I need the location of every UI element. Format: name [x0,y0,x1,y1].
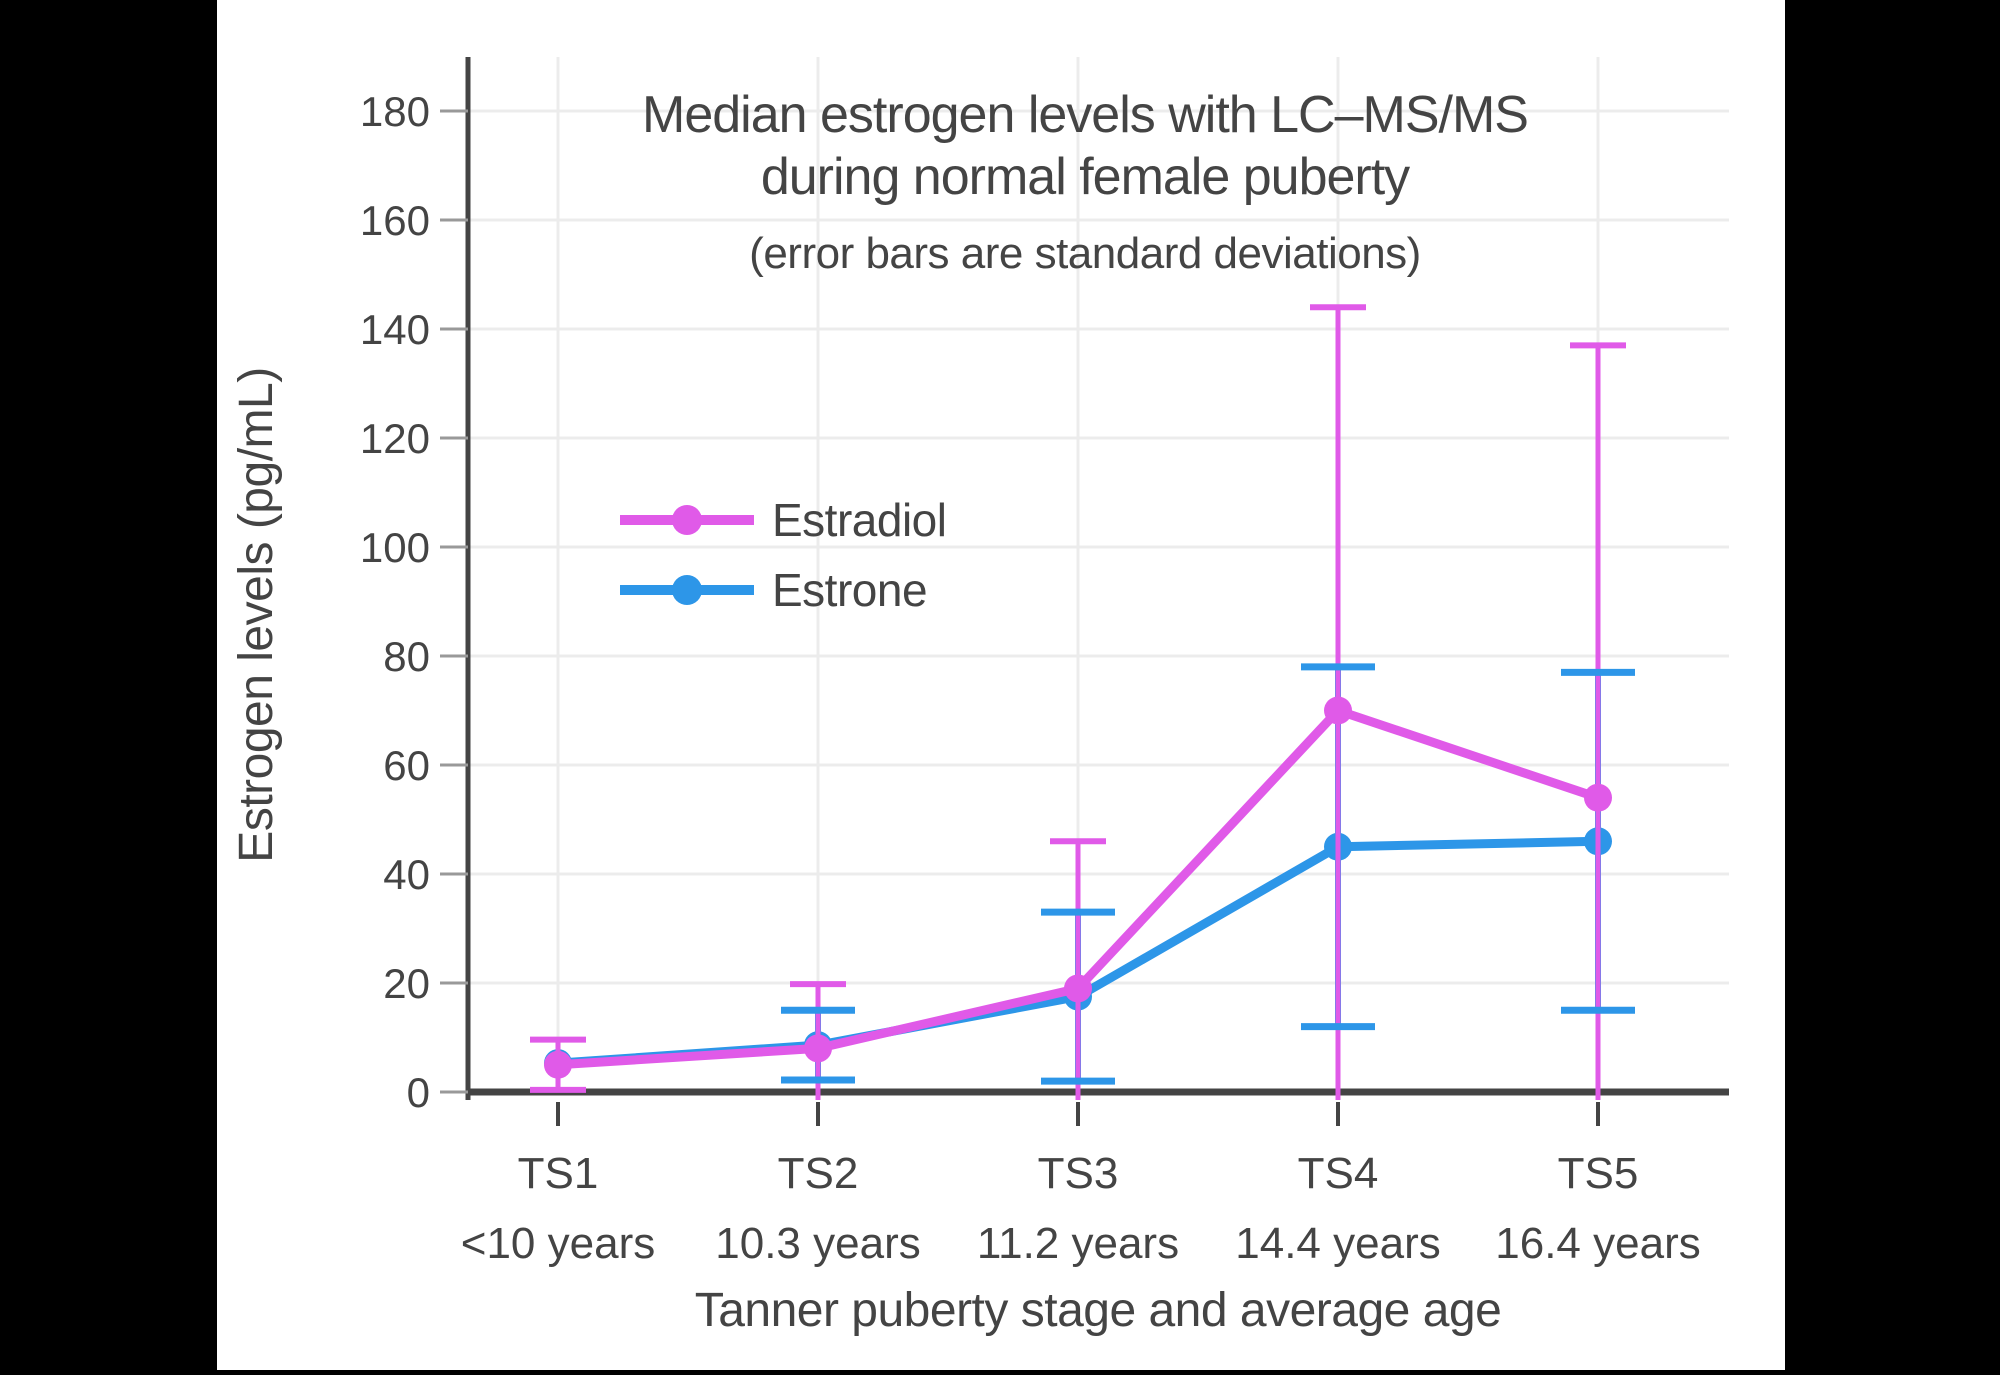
x-age-label-TS5: 16.4 years [1495,1219,1700,1268]
axes-layer: 0 20 40 60 80 100 120 140 160 180 TS1 <10 years TS2 1… [360,57,1729,1268]
chart-panel-background [217,0,1785,1370]
estradiol-marker-TS3 [1064,974,1092,1003]
estradiol-marker-TS1 [544,1050,572,1079]
y-tick-label-60: 60 [383,742,430,789]
chart-subtitle: (error bars are standard deviations) [749,229,1421,278]
x-tick-label-TS3: TS3 [1038,1149,1119,1198]
legend-marker-estrone [672,575,702,605]
legend-label-estrone: Estrone [772,564,927,616]
legend-item-estradiol: Estradiol [620,494,947,546]
x-age-label-TS3: 11.2 years [977,1219,1179,1268]
series-layer [530,304,1635,1100]
y-tick-label-0: 0 [407,1069,430,1116]
y-tick-label-120: 120 [360,415,430,462]
y-tick-label-40: 40 [383,851,430,898]
chart-title-line-2: during normal female puberty [761,148,1410,206]
x-tick-label-TS4: TS4 [1298,1149,1379,1198]
y-tick-label-100: 100 [360,524,430,571]
x-tick-label-TS2: TS2 [778,1149,859,1198]
estradiol-marker-TS4 [1324,696,1352,725]
y-tick-label-140: 140 [360,306,430,353]
legend-marker-estradiol [672,505,702,535]
x-tick-label-TS5: TS5 [1558,1149,1639,1198]
x-age-label-TS4: 14.4 years [1235,1219,1440,1268]
x-age-label-TS1: <10 years [461,1219,655,1268]
legend-item-estrone: Estrone [620,564,928,616]
chart-title-line-1: Median estrogen levels with LC–MS/MS [642,86,1528,144]
x-tick-label-TS1: TS1 [518,1149,599,1198]
legend-label-estradiol: Estradiol [772,494,946,546]
y-tick-label-80: 80 [383,633,430,680]
x-age-label-TS2: 10.3 years [715,1219,920,1268]
estradiol-marker-TS2 [804,1034,832,1063]
y-tick-label-20: 20 [383,960,430,1007]
x-axis-title: Tanner puberty stage and average age [695,1284,1502,1337]
y-tick-label-160: 160 [360,197,430,244]
legend: Estradiol Estrone [620,494,947,616]
estradiol-marker-TS5 [1584,783,1612,812]
y-axis-title: Estrogen levels (pg/mL) [230,367,283,862]
y-tick-label-180: 180 [360,88,430,135]
